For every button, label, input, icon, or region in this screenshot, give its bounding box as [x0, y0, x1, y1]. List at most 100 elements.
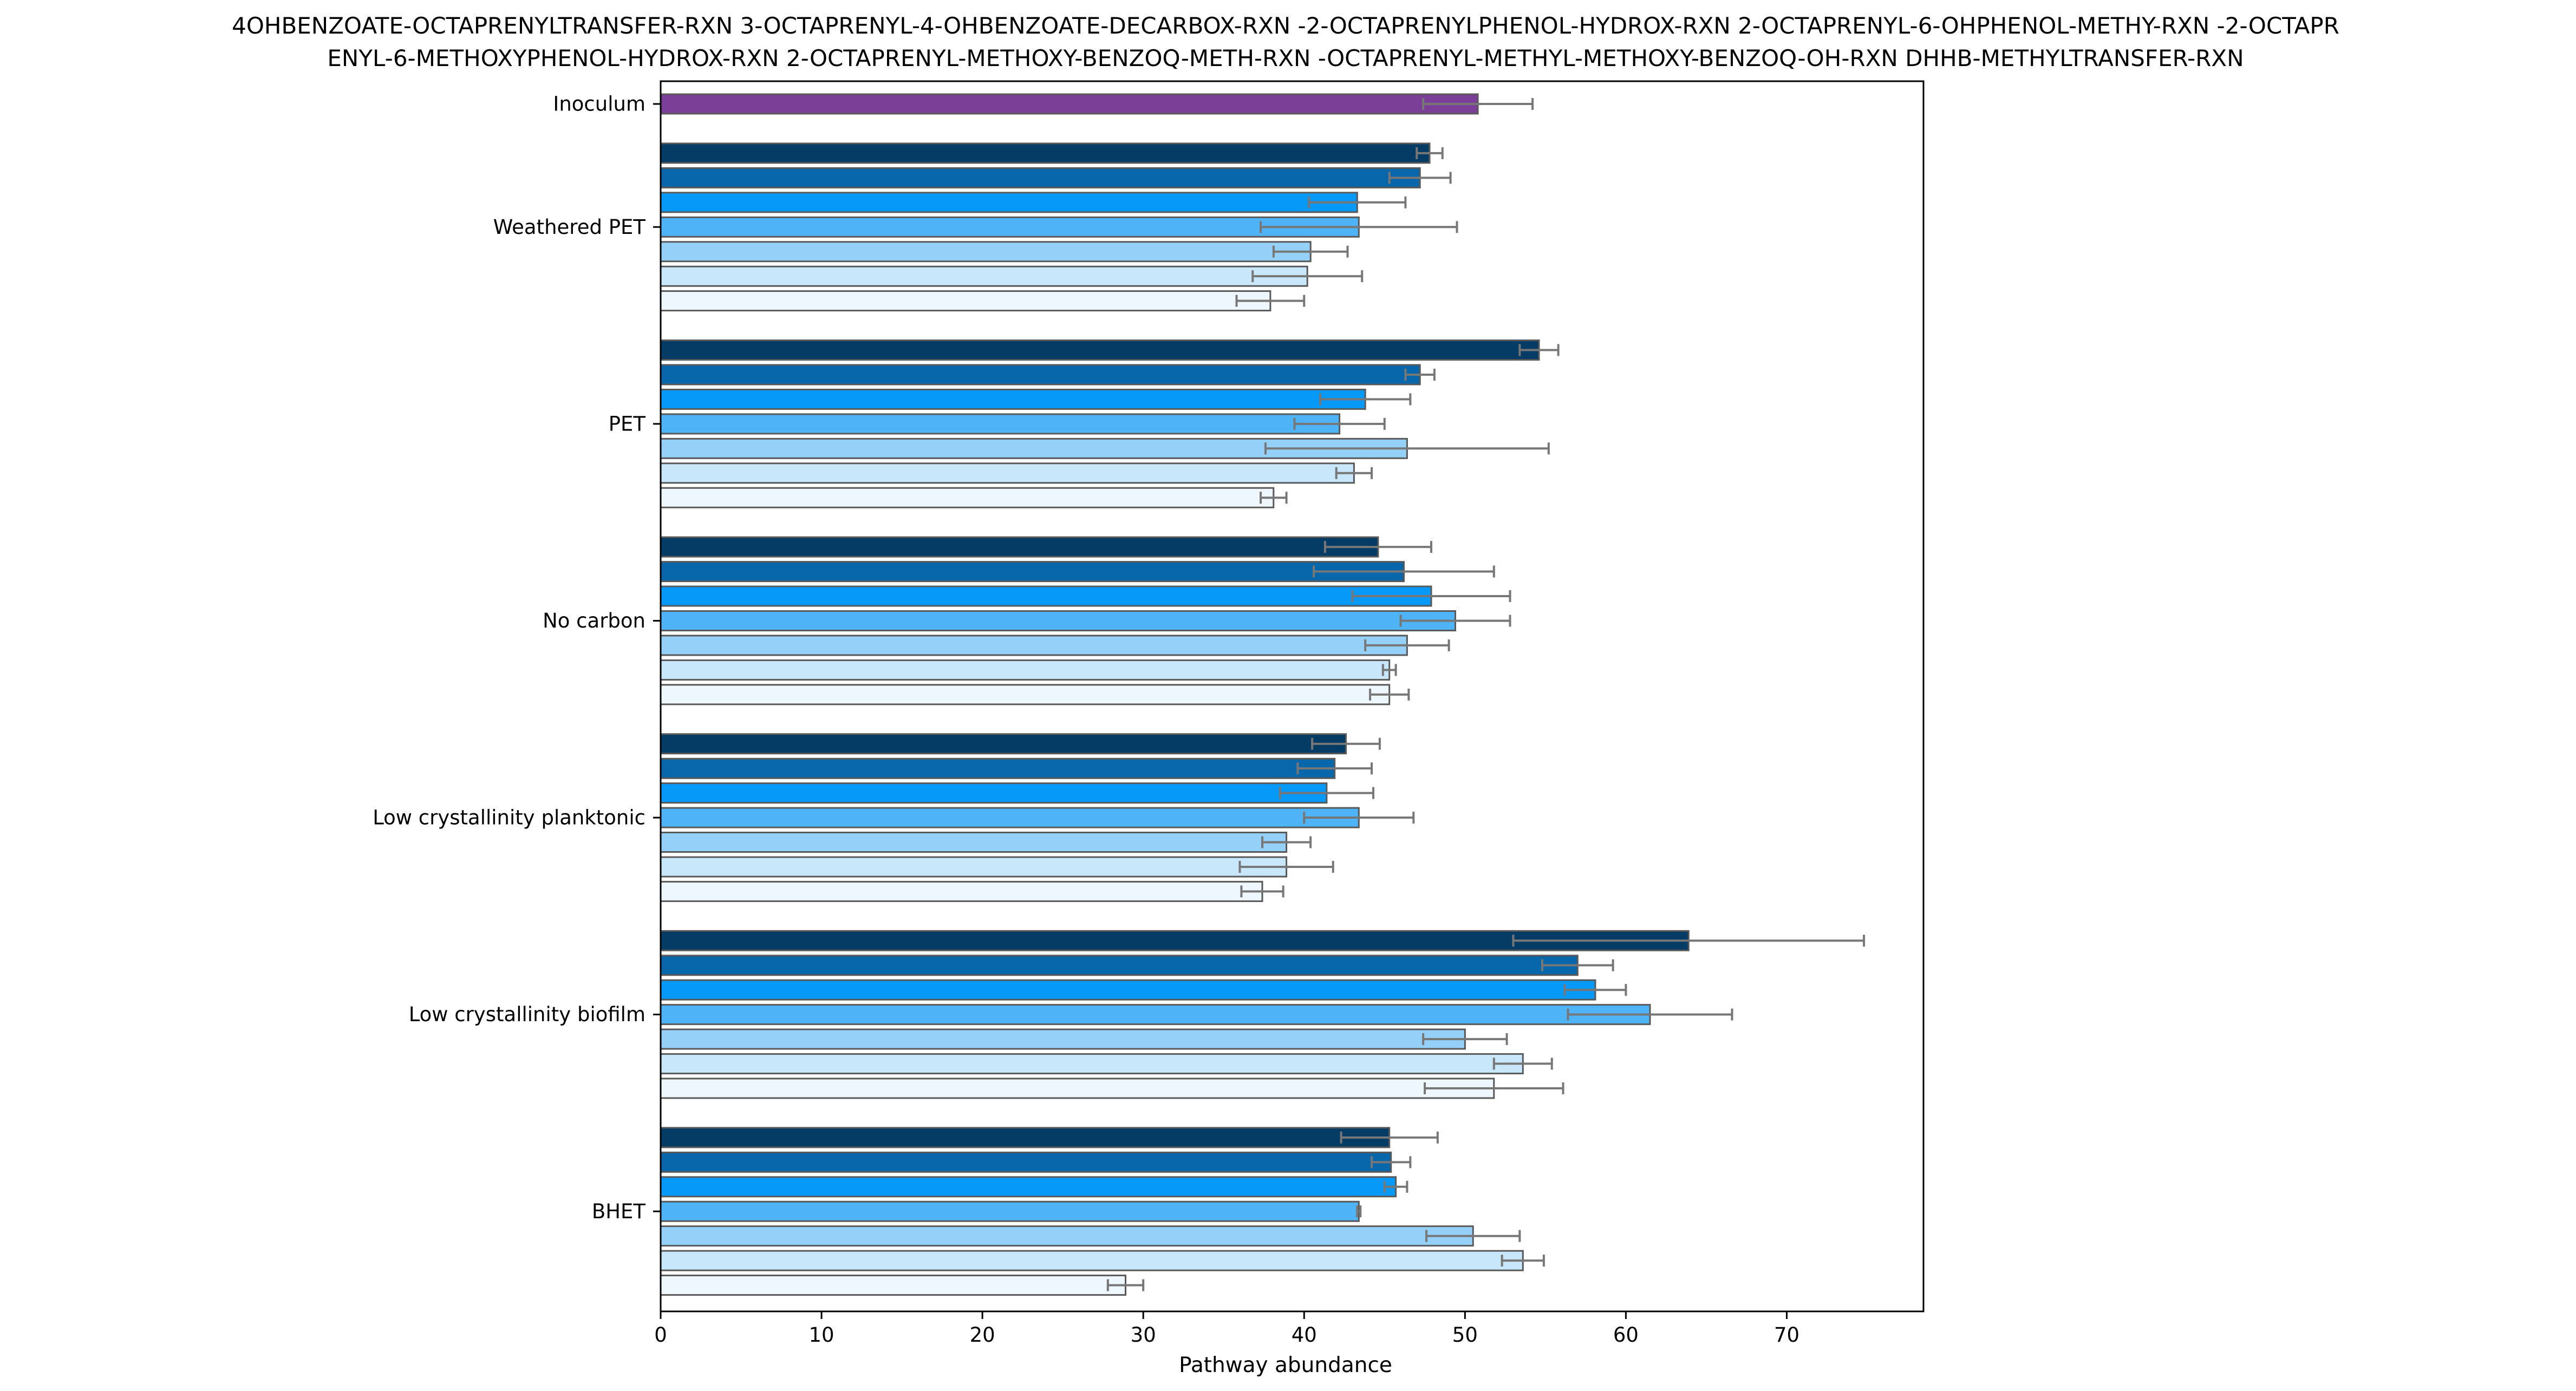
bar: [660, 955, 1579, 976]
error-bar: [1319, 393, 1412, 406]
bar: [660, 979, 1596, 1001]
y-tick-label: Low crystallinity biofilm: [409, 1003, 645, 1026]
x-tick-label: 40: [1292, 1323, 1317, 1347]
error-bar: [1399, 615, 1511, 627]
bar: [660, 610, 1456, 631]
bar: [660, 782, 1328, 804]
error-bar: [1492, 1057, 1553, 1070]
bar: [660, 93, 1479, 115]
error-bar: [1518, 344, 1560, 356]
error-bar: [1364, 639, 1450, 651]
bar: [660, 142, 1431, 164]
bar: [660, 364, 1421, 386]
x-tick-label: 0: [654, 1323, 667, 1347]
y-tick-label: Weathered PET: [493, 215, 646, 239]
error-bar: [1371, 1156, 1412, 1168]
bar: [660, 880, 1263, 902]
y-tick-label: No carbon: [543, 609, 645, 632]
error-bar: [1422, 98, 1534, 110]
bar: [660, 536, 1379, 558]
error-bar: [1512, 935, 1866, 947]
error-bar: [1425, 1230, 1521, 1242]
error-bar: [1356, 1205, 1362, 1218]
error-bar: [1272, 245, 1349, 258]
bar: [660, 265, 1308, 287]
error-bar: [1388, 172, 1452, 184]
error-bar: [1296, 762, 1373, 775]
error-bar: [1260, 221, 1458, 233]
error-bar: [1501, 1255, 1545, 1267]
bar: [660, 659, 1391, 681]
error-bar: [1323, 541, 1432, 553]
bar: [660, 241, 1312, 263]
bar: [660, 1004, 1651, 1026]
error-bar: [1264, 442, 1550, 455]
bar: [660, 192, 1358, 213]
bar: [660, 1275, 1126, 1296]
error-bar: [1279, 787, 1375, 799]
error-bar: [1424, 1082, 1564, 1094]
error-bar: [1340, 1131, 1439, 1144]
x-tick-label: 10: [809, 1323, 834, 1347]
bar: [660, 856, 1288, 878]
error-bar: [1106, 1279, 1145, 1291]
plot-frame: [660, 80, 1925, 1312]
bars-layer: [660, 93, 1690, 1296]
error-bar: [1240, 885, 1284, 898]
bar: [660, 413, 1341, 435]
x-axis: 0 10 20 30 40 50 60 70: [654, 1311, 1799, 1347]
bar: [660, 1028, 1466, 1050]
error-bar: [1369, 688, 1410, 701]
error-bar: [1308, 196, 1407, 208]
bar: [660, 388, 1366, 410]
bar: [660, 290, 1271, 312]
y-tick-label: BHET: [592, 1200, 646, 1223]
bar: [660, 1151, 1392, 1173]
error-bar: [1351, 590, 1511, 602]
x-axis-label: Pathway abundance: [1179, 1353, 1392, 1377]
x-tick-label: 20: [970, 1323, 995, 1347]
error-bar: [1381, 664, 1397, 676]
bar: [660, 462, 1355, 484]
bar: [660, 1250, 1524, 1271]
bar: [660, 1053, 1524, 1075]
error-bar: [1422, 1033, 1508, 1046]
x-tick-label: 70: [1774, 1323, 1799, 1347]
bar: [660, 167, 1421, 188]
y-tick-label: PET: [609, 412, 646, 435]
error-bar: [1260, 492, 1288, 504]
error-bar: [1293, 417, 1386, 430]
bar: [660, 757, 1336, 779]
error-bar: [1238, 860, 1334, 873]
x-tick-label: 50: [1452, 1323, 1478, 1347]
bar: [660, 807, 1360, 828]
chart-title-line-1: 4OHBENZOATE-OCTAPRENYLTRANSFER-RXN 3-OCT…: [232, 12, 2339, 39]
bar: [660, 561, 1405, 583]
error-bars-layer: [1106, 98, 1866, 1291]
bar: [660, 339, 1540, 361]
bar: [660, 585, 1432, 607]
bar: [660, 1127, 1391, 1148]
error-bar: [1261, 836, 1312, 848]
error-bar: [1335, 467, 1373, 479]
x-tick-label: 60: [1613, 1323, 1639, 1347]
error-bar: [1567, 1008, 1733, 1021]
bar: [660, 1200, 1360, 1222]
bar: [660, 216, 1360, 238]
y-tick-label: Low crystallinity planktonic: [373, 806, 645, 830]
error-bar: [1383, 1180, 1408, 1193]
bar: [660, 832, 1288, 853]
error-bar: [1416, 147, 1444, 159]
bar: [660, 487, 1275, 508]
error-bar: [1313, 565, 1495, 578]
bar: [660, 1176, 1397, 1198]
bar: [660, 1077, 1495, 1099]
y-tick-label: Inoculum: [553, 93, 645, 116]
bar: [660, 635, 1408, 656]
error-bar: [1311, 737, 1381, 750]
bar: [660, 1225, 1474, 1247]
y-axis: Inoculum Weathered PET PET No carbon Low cry…: [373, 93, 661, 1223]
error-bar: [1541, 959, 1614, 971]
